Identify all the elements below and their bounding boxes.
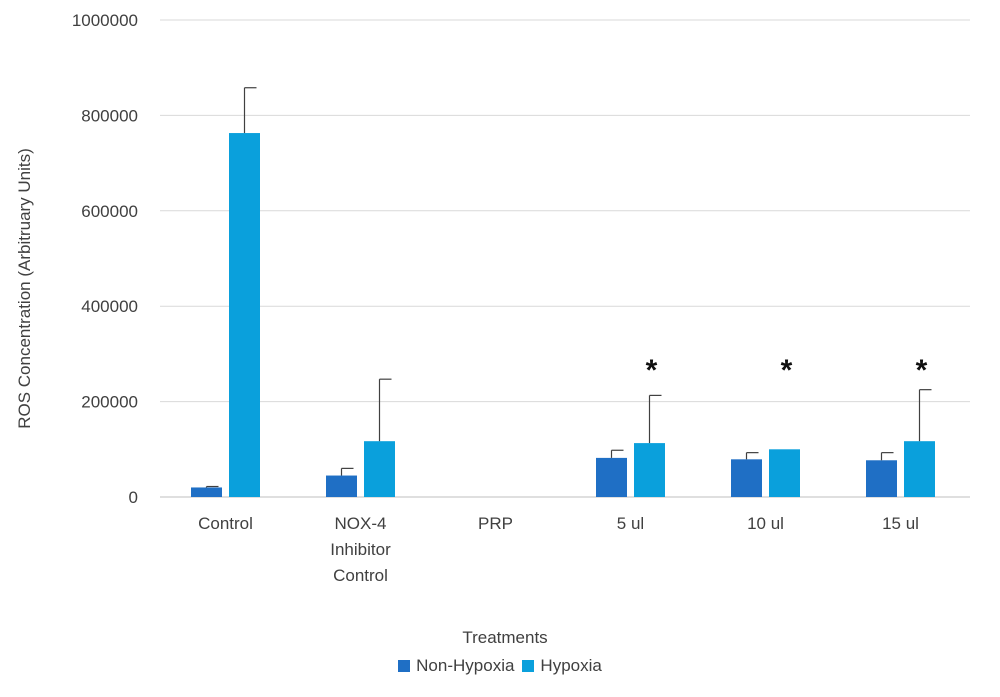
y-tick-label: 1000000 bbox=[72, 11, 138, 30]
y-tick-label: 800000 bbox=[81, 106, 138, 125]
legend-swatch-hypoxia bbox=[522, 660, 535, 672]
y-tick-label: 600000 bbox=[81, 202, 138, 221]
legend: Non-Hypoxia Hypoxia bbox=[0, 656, 1000, 676]
bar-hypoxia bbox=[229, 133, 260, 497]
bar-hypoxia bbox=[904, 441, 935, 497]
x-tick-label: Inhibitor bbox=[330, 540, 391, 559]
x-tick-label: 10 ul bbox=[747, 514, 784, 533]
bar-hypoxia bbox=[769, 449, 800, 497]
bar-non-hypoxia bbox=[326, 475, 357, 497]
bar-hypoxia bbox=[634, 443, 665, 497]
bar-non-hypoxia bbox=[596, 457, 627, 497]
legend-label-non-hypoxia: Non-Hypoxia bbox=[416, 656, 515, 675]
y-tick-label: 400000 bbox=[81, 297, 138, 316]
x-axis-title: Treatments bbox=[462, 628, 547, 647]
bar-non-hypoxia bbox=[191, 487, 222, 497]
y-axis-title: ROS Concentration (Arbitruary Units) bbox=[15, 148, 34, 429]
x-tick-label: Control bbox=[333, 566, 388, 585]
x-tick-label: 15 ul bbox=[882, 514, 919, 533]
legend-item-non-hypoxia: Non-Hypoxia bbox=[398, 656, 514, 676]
x-tick-label: Control bbox=[198, 514, 253, 533]
x-tick-label: 5 ul bbox=[617, 514, 644, 533]
bar-hypoxia bbox=[364, 441, 395, 497]
y-tick-label: 0 bbox=[129, 488, 138, 507]
significance-asterisk: * bbox=[781, 354, 793, 387]
bar-non-hypoxia bbox=[731, 459, 762, 497]
y-tick-label: 200000 bbox=[81, 393, 138, 412]
x-tick-label: PRP bbox=[478, 514, 513, 533]
legend-swatch-non-hypoxia bbox=[398, 660, 411, 672]
significance-asterisk: * bbox=[916, 354, 928, 387]
legend-label-hypoxia: Hypoxia bbox=[540, 656, 602, 675]
significance-asterisk: * bbox=[646, 354, 658, 387]
bar-non-hypoxia bbox=[866, 460, 897, 497]
x-tick-label: NOX-4 bbox=[335, 514, 387, 533]
legend-item-hypoxia: Hypoxia bbox=[522, 656, 602, 676]
